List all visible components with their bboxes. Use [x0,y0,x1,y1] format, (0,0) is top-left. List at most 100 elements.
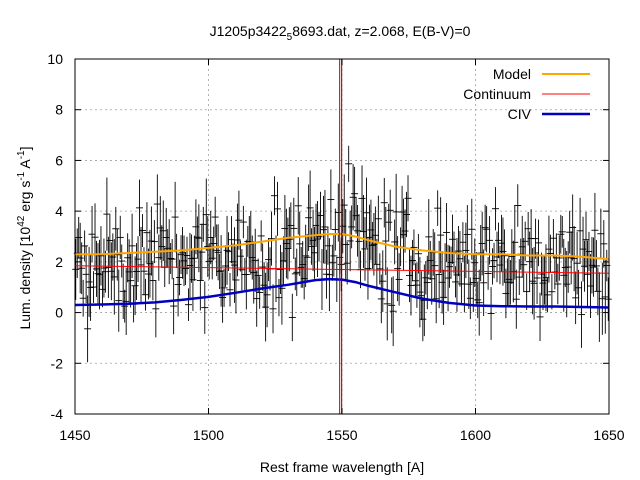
title-rest: 8693.dat, z=2.068, E(B-V)=0 [292,23,470,39]
data-point [164,229,172,268]
data-point [141,278,149,311]
data-point [475,269,483,336]
data-point [416,256,424,328]
data-point [273,181,281,236]
data-point [370,212,378,276]
data-point [196,250,204,311]
data-point [76,222,84,294]
data-point [536,292,544,341]
data-point [97,226,105,286]
data-point [500,229,508,283]
data-point [233,203,241,277]
x-axis-label: Rest frame wavelength [A] [260,459,424,475]
data-point [538,252,546,296]
data-point [214,224,222,281]
data-point [236,240,244,272]
data-point [170,277,178,335]
legend: Model Continuum CIV [463,66,590,122]
data-point [278,251,286,325]
data-point [413,262,421,308]
data-point [566,210,574,254]
data-point [414,233,422,274]
data-point [94,243,102,305]
data-point [494,222,502,259]
data-point [257,220,265,252]
data-point [511,204,519,280]
data-point [232,246,240,314]
data-point [199,206,207,242]
data-point [462,222,470,279]
data-point [167,243,175,274]
data-point [449,214,457,264]
chart-title: J1205p342258693.dat, z=2.068, E(B-V)=0 [210,23,471,43]
data-point [201,281,209,334]
data-point [162,207,170,268]
data-point [156,196,164,260]
data-point [168,239,176,280]
data-point [351,166,359,221]
data-point [578,281,586,348]
data-point [309,209,317,272]
data-point [186,232,194,299]
data-point [581,240,589,292]
data-point [119,263,127,319]
data-point [312,203,320,248]
data-point [352,197,360,234]
data-point [447,246,455,279]
data-point [104,236,112,298]
data-point [555,235,563,281]
data-point [72,238,80,300]
data-point [400,198,408,271]
data-point [505,253,513,306]
data-point [558,216,566,248]
data-point [98,271,106,308]
data-point [205,243,213,280]
data-point [271,176,279,216]
data-point [183,236,191,275]
data-point [486,216,494,265]
data-point [570,225,578,292]
data-point [478,211,486,276]
data-point [506,260,514,305]
title-subscript: 5 [287,32,293,43]
data-point [358,165,366,232]
data-point [601,260,609,334]
data-point [428,252,436,305]
data-point [144,248,152,300]
data-point [254,258,262,293]
data-point [437,197,445,274]
data-point [535,219,543,267]
data-point [325,238,333,312]
data-point [225,232,233,272]
y-tick-label: 0 [55,305,63,321]
data-point [454,225,462,277]
y-axis-label: Lum. density [1042 erg s-1 A-1] [16,146,33,329]
data-point [113,228,121,281]
data-point [153,174,161,234]
data-point [497,214,505,272]
data-point [244,226,252,257]
data-point [365,204,373,271]
data-point [84,295,92,363]
data-point [405,248,413,303]
data-point [518,215,526,278]
data-point [306,170,314,246]
data-point [474,281,482,319]
data-point [573,232,581,295]
data-point [207,210,215,265]
data-point [530,246,538,320]
data-point [296,211,304,277]
data-point [582,211,590,268]
data-point [572,271,580,325]
data-point [339,198,347,254]
data-point [268,211,276,266]
data-point [208,237,216,280]
data-point [174,252,182,317]
data-point [308,228,316,265]
data-point [417,271,425,321]
data-point [210,226,218,261]
data-point [189,248,197,311]
data-point [315,211,323,262]
data-point [569,194,577,261]
data-point [90,271,98,303]
